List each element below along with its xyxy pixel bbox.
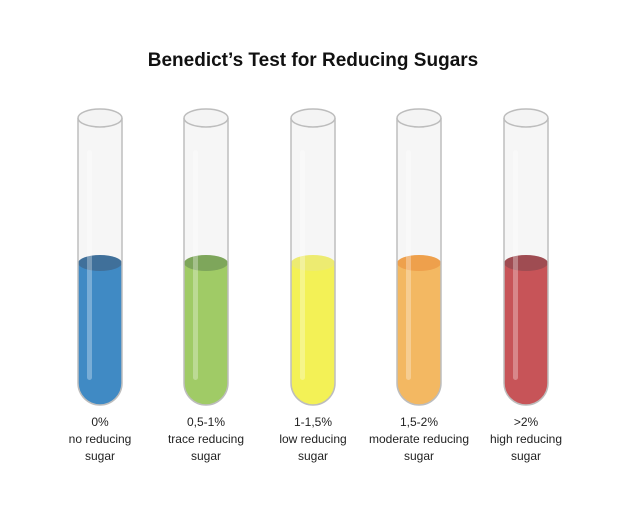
tube-label: no reducing — [69, 432, 132, 446]
tube-label: high reducing — [490, 432, 562, 446]
tube-rim — [503, 108, 549, 128]
liquid-surface — [504, 255, 548, 271]
tube-glass — [183, 118, 229, 406]
liquid-surface — [397, 255, 441, 271]
tube-rim — [183, 108, 229, 128]
liquid — [184, 263, 228, 405]
tube-glass — [77, 118, 123, 406]
tube-glass — [503, 118, 549, 406]
liquid-surface — [78, 255, 122, 271]
liquid — [504, 263, 548, 405]
tube-highlight — [300, 150, 305, 380]
tube-label: low reducing — [279, 432, 346, 446]
tube-highlight — [513, 150, 518, 380]
tube-highlight — [193, 150, 198, 380]
tube-label: 1-1,5% — [294, 415, 332, 429]
liquid-surface — [184, 255, 228, 271]
tube-label: >2% — [514, 415, 539, 429]
liquid — [397, 263, 441, 405]
tube-rim — [290, 108, 336, 128]
title: Benedict’s Test for Reducing Sugars — [148, 50, 478, 71]
tube-label: 0% — [91, 415, 109, 429]
tube-glass — [396, 118, 442, 406]
tube-label: 1,5-2% — [400, 415, 438, 429]
tube-highlight — [87, 150, 92, 380]
liquid-surface — [291, 255, 335, 271]
liquid — [78, 263, 122, 405]
tube-label: sugar — [511, 449, 541, 463]
liquid — [291, 263, 335, 405]
tube-glass — [290, 118, 336, 406]
tube-label: sugar — [85, 449, 115, 463]
tube-label: moderate reducing — [369, 432, 469, 446]
tube-label: sugar — [191, 449, 221, 463]
tube-rim — [396, 108, 442, 128]
tube-label: sugar — [298, 449, 328, 463]
tube-label: sugar — [404, 449, 434, 463]
tube-highlight — [406, 150, 411, 380]
tube-label: 0,5-1% — [187, 415, 225, 429]
tube-rim — [77, 108, 123, 128]
tube-label: trace reducing — [168, 432, 244, 446]
